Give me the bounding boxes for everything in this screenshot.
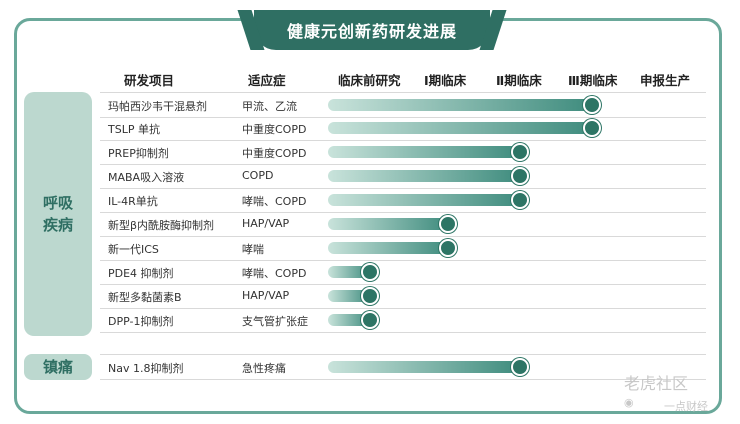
- row-indication: HAP/VAP: [242, 217, 290, 230]
- row-project-name: TSLP 单抗: [108, 123, 160, 136]
- header-stage-phase2: Ⅱ期临床: [496, 73, 542, 88]
- progress-bar: [328, 99, 592, 111]
- progress-marker: [511, 143, 529, 161]
- watermark-sub: 一点财经: [664, 400, 708, 413]
- progress-bar: [328, 170, 520, 182]
- progress-marker: [583, 119, 601, 137]
- watermark-text: 老虎社区: [624, 374, 689, 393]
- row-project-name: PDE4 抑制剂: [108, 267, 174, 280]
- row-indication: HAP/VAP: [242, 289, 290, 302]
- pipeline-row: 新型β内酰胺酶抑制剂 HAP/VAP: [100, 212, 706, 237]
- progress-marker: [361, 263, 379, 281]
- progress-bar: [328, 290, 370, 302]
- category-respiratory: 呼吸疾病: [24, 92, 92, 336]
- row-project-name: Nav 1.8抑制剂: [108, 362, 184, 375]
- row-indication: 中重度COPD: [242, 147, 307, 160]
- row-indication: 急性疼痛: [242, 362, 286, 375]
- pipeline-row: IL-4R单抗 哮喘、COPD: [100, 188, 706, 213]
- progress-bar: [328, 194, 520, 206]
- pipeline-row: 玛帕西沙韦干混悬剂 甲流、乙流: [100, 92, 706, 118]
- row-indication: 支气管扩张症: [242, 315, 308, 328]
- pipeline-row: Nav 1.8抑制剂 急性疼痛: [100, 354, 706, 380]
- row-indication: 哮喘: [242, 243, 264, 256]
- row-project-name: MABA吸入溶液: [108, 171, 185, 184]
- category-analgesic: 镇痛: [24, 354, 92, 380]
- pipeline-row: 新一代ICS 哮喘: [100, 236, 706, 261]
- row-project-name: 新型β内酰胺酶抑制剂: [108, 219, 215, 232]
- row-indication: 哮喘、COPD: [242, 195, 307, 208]
- progress-marker: [511, 167, 529, 185]
- pipeline-row: MABA吸入溶液 COPD: [100, 164, 706, 189]
- progress-bar: [328, 314, 370, 326]
- row-project-name: DPP-1抑制剂: [108, 315, 174, 328]
- progress-bar: [328, 146, 520, 158]
- header-project: 研发项目: [124, 73, 175, 88]
- progress-bar: [328, 122, 592, 134]
- progress-marker: [511, 358, 529, 376]
- chart-title: 健康元创新药研发进展: [254, 10, 490, 50]
- watermark-icon: ◉: [624, 396, 634, 409]
- progress-marker: [361, 311, 379, 329]
- row-indication: 中重度COPD: [242, 123, 307, 136]
- header-indication: 适应症: [248, 73, 286, 88]
- progress-marker: [361, 287, 379, 305]
- progress-marker: [439, 215, 457, 233]
- row-project-name: 新型多黏菌素B: [108, 291, 182, 304]
- progress-bar: [328, 361, 520, 373]
- header-stage-filing: 申报生产: [640, 73, 691, 88]
- row-project-name: 玛帕西沙韦干混悬剂: [108, 100, 207, 113]
- header-stage-phase1: Ⅰ期临床: [424, 73, 467, 88]
- pipeline-row: PDE4 抑制剂 哮喘、COPD: [100, 260, 706, 285]
- pipeline-row: 新型多黏菌素B HAP/VAP: [100, 284, 706, 309]
- pipeline-row: TSLP 单抗 中重度COPD: [100, 116, 706, 141]
- row-indication: 哮喘、COPD: [242, 267, 307, 280]
- progress-marker: [511, 191, 529, 209]
- pipeline-row: PREP抑制剂 中重度COPD: [100, 140, 706, 165]
- header-stage-phase3: Ⅲ期临床: [568, 73, 618, 88]
- pipeline-row: DPP-1抑制剂 支气管扩张症: [100, 308, 706, 333]
- row-indication: COPD: [242, 169, 274, 182]
- progress-bar: [328, 218, 448, 230]
- row-indication: 甲流、乙流: [242, 100, 297, 113]
- row-project-name: IL-4R单抗: [108, 195, 158, 208]
- category-analgesic-label: 镇痛: [42, 358, 73, 376]
- progress-bar: [328, 266, 370, 278]
- row-project-name: 新一代ICS: [108, 243, 159, 256]
- header-stage-preclinical: 临床前研究: [338, 73, 401, 88]
- progress-marker: [583, 96, 601, 114]
- progress-bar: [328, 242, 448, 254]
- category-respiratory-label: 呼吸疾病: [42, 194, 73, 234]
- progress-marker: [439, 239, 457, 257]
- row-project-name: PREP抑制剂: [108, 147, 169, 160]
